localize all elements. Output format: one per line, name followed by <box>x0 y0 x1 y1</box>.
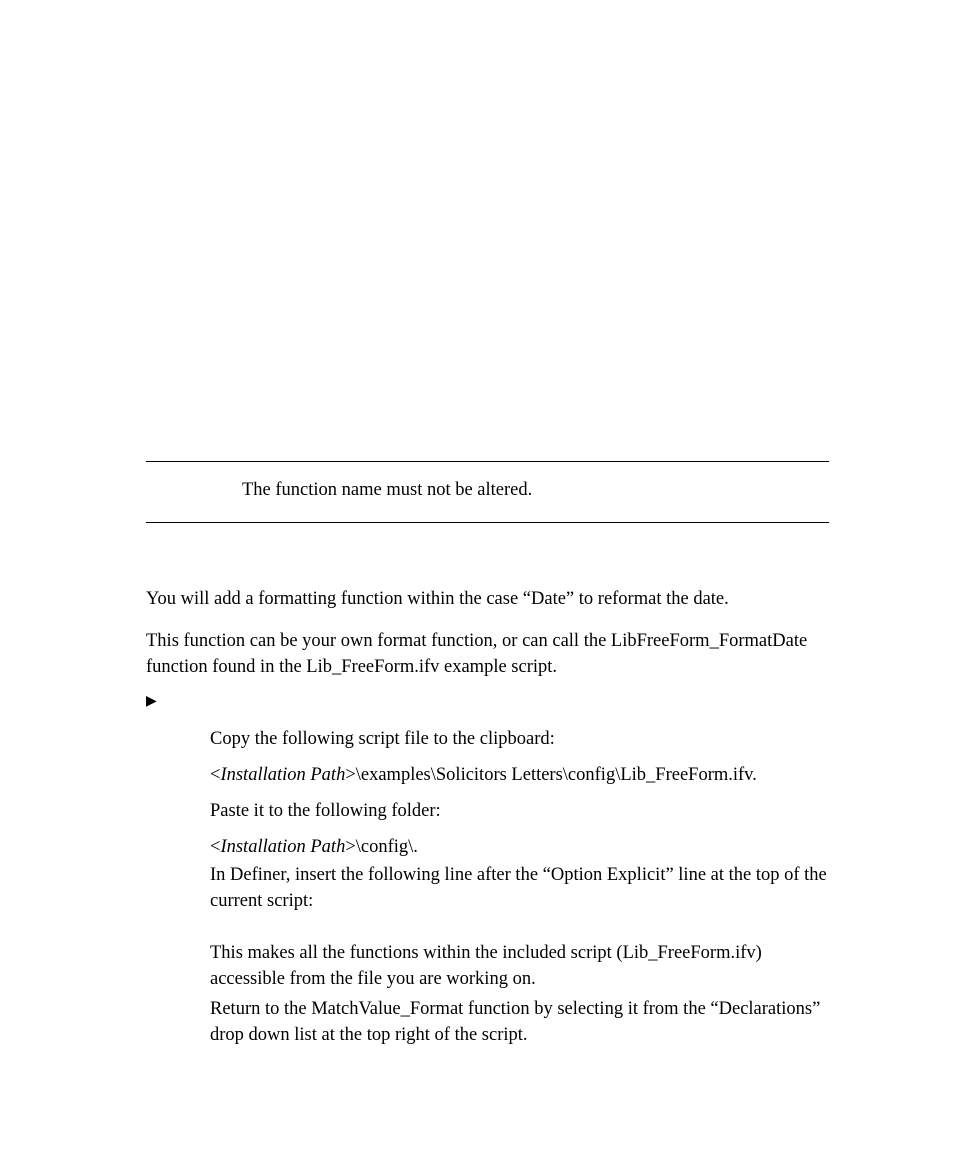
step-4-path: <Installation Path>\config\. <box>210 834 829 860</box>
step-4-suffix: >\config\. <box>345 837 418 857</box>
step-2-suffix: >\examples\Solicitors Letters\config\Lib… <box>345 765 757 785</box>
step-6: This makes all the functions within the … <box>210 940 829 993</box>
step-1: Copy the following script file to the cl… <box>210 726 829 752</box>
step-2-path: <Installation Path>\examples\Solicitors … <box>210 762 829 788</box>
step-4-prefix: < <box>210 837 220 857</box>
paragraph-intro-2: This function can be your own format fun… <box>146 629 829 681</box>
paragraph-intro-1: You will add a formatting function withi… <box>146 587 829 613</box>
note-text: The function name must not be altered. <box>242 478 829 504</box>
step-4-italic: Installation Path <box>220 837 345 857</box>
step-2-italic: Installation Path <box>220 765 345 785</box>
step-2-prefix: < <box>210 765 220 785</box>
note-callout: The function name must not be altered. <box>146 461 829 523</box>
step-5: In Definer, insert the following line af… <box>210 862 829 915</box>
step-7: Return to the MatchValue_Format function… <box>210 996 829 1049</box>
document-page: The function name must not be altered. Y… <box>0 0 954 1165</box>
step-3: Paste it to the following folder: <box>210 798 829 824</box>
procedure-arrow-icon: ▶ <box>146 693 157 710</box>
